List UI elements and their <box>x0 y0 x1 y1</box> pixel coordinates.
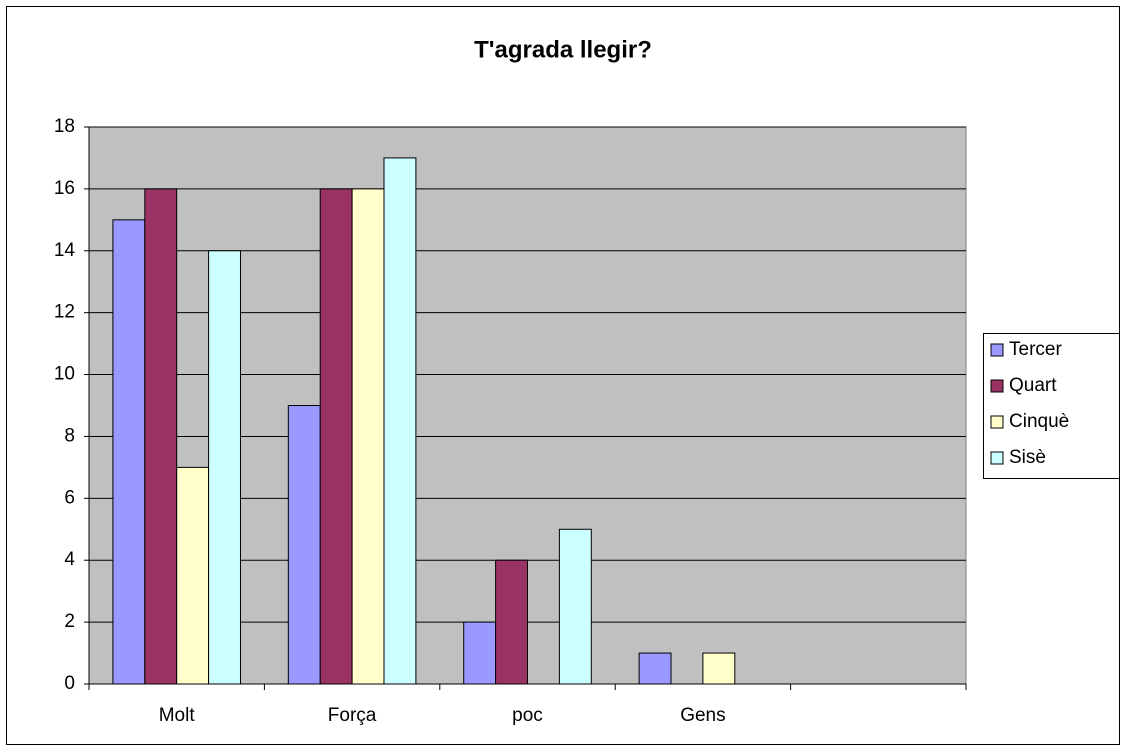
y-tick-label: 2 <box>64 611 75 632</box>
bar <box>558 528 592 685</box>
legend-swatch <box>990 379 1004 393</box>
y-tick-label: 10 <box>54 364 75 385</box>
y-tick-label: 4 <box>64 549 75 570</box>
legend-swatch <box>990 415 1004 429</box>
legend-swatch <box>990 451 1004 465</box>
bar <box>463 621 497 685</box>
legend-label: Sisè <box>1009 447 1046 468</box>
bar <box>319 188 353 685</box>
legend-box <box>983 333 1120 479</box>
x-tick-label: Molt <box>159 705 196 726</box>
x-tick-label: Força <box>328 705 377 726</box>
x-tick-label: poc <box>512 705 543 726</box>
legend-swatch <box>990 343 1004 357</box>
bar <box>208 250 241 685</box>
y-tick-label: 18 <box>54 116 75 137</box>
bar <box>112 219 146 685</box>
bar <box>287 405 321 685</box>
chart-title: T'agrada llegir? <box>474 36 652 63</box>
bar <box>638 652 672 685</box>
bar <box>351 188 385 685</box>
bar <box>702 652 736 685</box>
y-tick-label: 14 <box>54 240 76 261</box>
bar <box>383 157 417 685</box>
legend-label: Tercer <box>1009 339 1062 360</box>
bar <box>176 466 210 685</box>
legend-label: Quart <box>1009 375 1057 396</box>
bar <box>144 188 178 685</box>
y-tick-label: 0 <box>64 673 75 694</box>
y-tick-label: 6 <box>64 487 75 508</box>
bar <box>495 559 529 685</box>
x-tick-label: Gens <box>680 705 725 726</box>
y-tick-label: 12 <box>54 302 75 323</box>
legend-label: Cinquè <box>1009 411 1069 432</box>
y-tick-label: 8 <box>64 425 75 446</box>
y-tick-label: 16 <box>54 178 75 199</box>
